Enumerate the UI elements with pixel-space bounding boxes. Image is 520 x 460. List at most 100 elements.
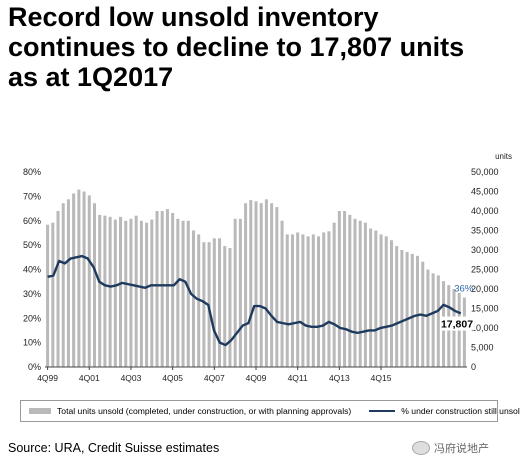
bar xyxy=(436,275,440,367)
annotation-units-bg xyxy=(441,316,474,331)
legend-swatch-bars xyxy=(29,408,51,414)
bar xyxy=(160,211,164,367)
bar xyxy=(61,203,65,367)
bar xyxy=(348,214,352,367)
bar xyxy=(103,215,107,367)
x-tick-label: 4Q15 xyxy=(371,373,392,383)
bar xyxy=(337,211,341,367)
bar xyxy=(296,232,300,367)
bar xyxy=(212,238,216,367)
legend-swatch-line xyxy=(369,410,396,412)
bar xyxy=(285,234,289,367)
bar xyxy=(431,273,435,367)
bar xyxy=(238,218,242,367)
y-tick-label-left: 20% xyxy=(23,313,41,323)
x-tick-label: 4Q05 xyxy=(162,373,183,383)
bar xyxy=(389,240,393,367)
y-tick-label-right: 20,000 xyxy=(471,284,499,294)
bar xyxy=(139,220,143,367)
bar xyxy=(66,199,70,367)
watermark-text: 冯府说地产 xyxy=(434,443,489,455)
bar xyxy=(322,232,326,367)
bar xyxy=(249,200,253,367)
y-tick-label-right: 40,000 xyxy=(471,206,499,216)
bar xyxy=(270,203,274,367)
bar xyxy=(124,220,128,367)
bar xyxy=(259,203,263,367)
y-tick-label-left: 30% xyxy=(23,289,41,299)
x-tick-label: 4Q13 xyxy=(329,373,350,383)
bar xyxy=(462,297,466,367)
y-tick-label-left: 0% xyxy=(28,362,41,372)
bar xyxy=(301,234,305,367)
bar xyxy=(98,214,102,367)
bar xyxy=(311,234,315,367)
bar xyxy=(72,193,76,367)
source-note: Source: URA, Credit Suisse estimates xyxy=(8,441,220,455)
bar xyxy=(400,250,404,367)
bar xyxy=(150,219,154,367)
bar xyxy=(218,238,222,367)
y-tick-label-left: 40% xyxy=(23,265,41,275)
right-axis-unit-label: units xyxy=(495,152,512,161)
bar xyxy=(379,234,383,367)
x-tick-label: 4Q03 xyxy=(121,373,142,383)
bar xyxy=(290,234,294,367)
y-tick-label-right: 25,000 xyxy=(471,265,499,275)
bar xyxy=(264,199,268,367)
bar xyxy=(108,216,112,367)
bar xyxy=(186,220,190,367)
x-tick-label: 4Q09 xyxy=(246,373,267,383)
x-tick-label: 4Q11 xyxy=(288,373,308,383)
bar xyxy=(317,236,321,367)
bar xyxy=(405,251,409,367)
bar xyxy=(233,218,237,367)
y-tick-label-left: 10% xyxy=(23,338,41,348)
watermark: 冯府说地产 xyxy=(412,440,489,456)
bar xyxy=(410,253,414,367)
line-series-pct-unsold xyxy=(47,254,462,347)
legend-item-line: % under construction still unsold xyxy=(351,406,520,416)
y-tick-label-left: 70% xyxy=(23,191,41,201)
bar xyxy=(395,246,399,367)
y-tick-label-right: 0 xyxy=(471,362,476,372)
y-tick-label-right: 50,000 xyxy=(471,167,499,177)
bar xyxy=(176,218,180,367)
x-tick-label: 4Q99 xyxy=(37,373,58,383)
bar xyxy=(56,211,60,367)
chart-plot: 0% 10% 20% 30% 40% 50% 60% 70% 80% 0 5,000 10,000 15… xyxy=(23,152,512,383)
title-line-3: as at 1Q2017 xyxy=(8,62,174,92)
bar xyxy=(343,211,347,367)
annotation-pct: 36% xyxy=(454,283,474,294)
legend-label-bars: Total units unsold (completed, under con… xyxy=(57,406,352,416)
bar xyxy=(113,219,117,367)
y-tick-label-right: 35,000 xyxy=(471,226,499,236)
wechat-icon xyxy=(412,441,430,455)
bar xyxy=(327,231,331,367)
y-tick-label-left: 80% xyxy=(23,167,41,177)
bar xyxy=(77,189,81,367)
bar xyxy=(171,212,175,367)
bar xyxy=(82,191,86,367)
bar xyxy=(46,224,50,367)
bar xyxy=(353,218,357,367)
bar xyxy=(155,211,159,367)
bar xyxy=(87,195,91,367)
bar xyxy=(119,216,123,367)
title-line-1: Record low unsold inventory xyxy=(8,2,379,32)
chart-title: Record low unsold inventory continues to… xyxy=(8,2,478,92)
bar xyxy=(134,215,138,367)
bar xyxy=(426,269,430,367)
y-tick-label-right: 15,000 xyxy=(471,304,499,314)
bar xyxy=(223,246,227,367)
annotation-units: 17,807 xyxy=(441,319,473,331)
bar xyxy=(363,222,367,367)
bar xyxy=(332,222,336,367)
x-tick-label: 4Q07 xyxy=(204,373,225,383)
bar xyxy=(358,220,362,367)
bar xyxy=(374,230,378,367)
bar xyxy=(369,228,373,367)
legend-label-line: % under construction still unsold xyxy=(401,406,520,416)
bar xyxy=(254,201,258,367)
bar xyxy=(244,203,248,367)
